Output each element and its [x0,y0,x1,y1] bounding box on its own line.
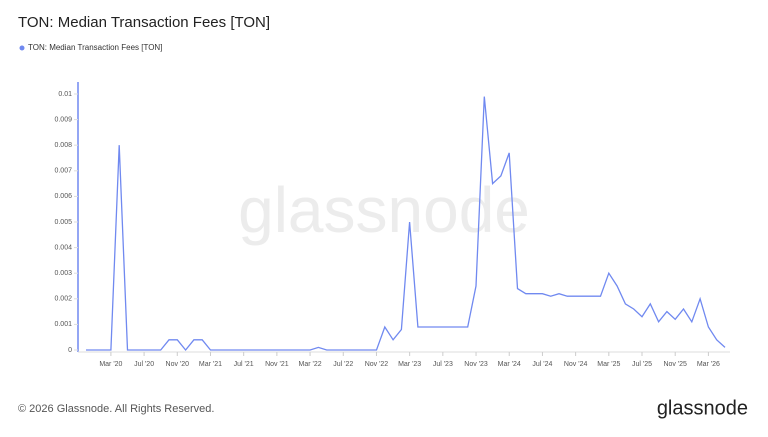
x-tick-label: Nov '24 [564,361,588,368]
legend-label: TON: Median Transaction Fees [TON] [28,43,162,52]
x-tick-label: Jul '25 [632,361,652,368]
x-tick-label: Mar '22 [299,361,322,368]
x-tick-label: Nov '25 [663,361,687,368]
x-tick-label: Nov '21 [265,361,289,368]
x-tick-label: Jul '21 [234,361,254,368]
y-tick-label: 0.004 [54,244,72,251]
x-tick-label: Mar '23 [398,361,421,368]
x-tick-label: Mar '20 [99,361,122,368]
x-tick-label: Nov '23 [464,361,488,368]
y-tick-label: 0.009 [54,116,72,123]
y-tick-label: 0.008 [54,142,72,149]
y-tick-label: 0.001 [54,321,72,328]
y-tick-label: 0 [68,347,72,354]
y-tick-label: 0.006 [54,193,72,200]
footer: © 2026 Glassnode. All Rights Reserved. [18,403,214,415]
chart-title: TON: Median Transaction Fees [TON] [18,14,270,31]
brand: glassnode [657,397,748,419]
x-tick-label: Nov '22 [365,361,389,368]
x-tick-label: Mar '21 [199,361,222,368]
watermark: glassnode [238,174,530,246]
x-tick-label: Mar '24 [498,361,521,368]
data-line [86,96,726,352]
legend-marker [19,45,25,51]
y-tick-label: 0.003 [54,270,72,277]
x-tick-label: Jul '22 [333,361,353,368]
x-tick-label: Jul '20 [134,361,154,368]
x-tick-label: Mar '25 [597,361,620,368]
x-tick-label: Jul '24 [532,361,552,368]
y-tick-label: 0.01 [58,91,72,98]
x-tick-label: Nov '20 [166,361,190,368]
y-tick-label: 0.005 [54,219,72,226]
x-tick-label: Mar '26 [697,361,720,368]
y-tick-label: 0.007 [54,168,72,175]
y-tick-label: 0.002 [54,296,72,303]
x-tick-label: Jul '23 [433,361,453,368]
